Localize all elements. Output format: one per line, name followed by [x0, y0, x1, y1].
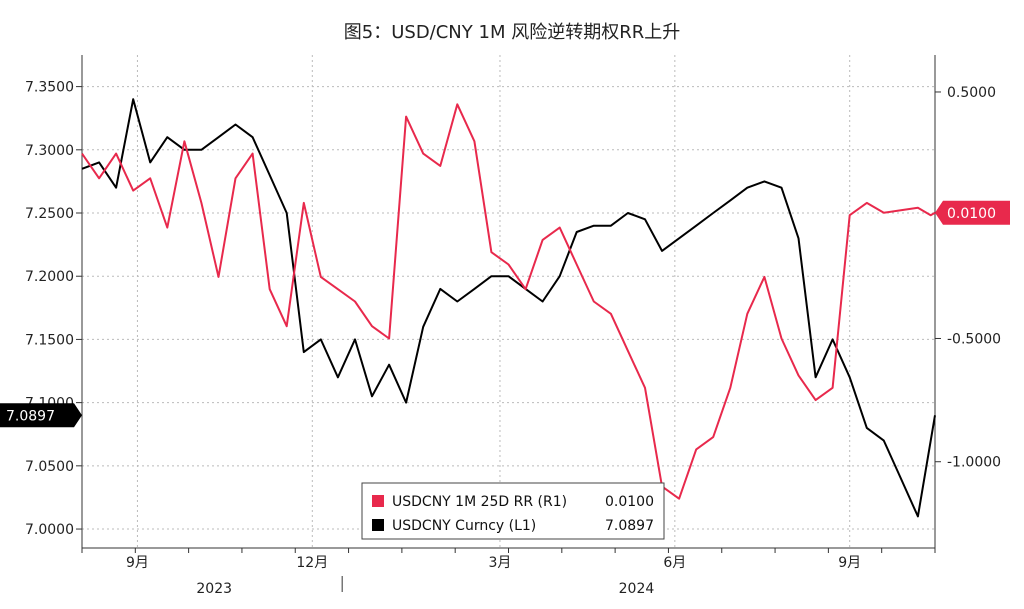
left-tick-label: 7.1500 [25, 332, 74, 348]
legend-label: USDCNY 1M 25D RR (R1) [392, 494, 567, 510]
chart-title: 图5：USD/CNY 1M 风险逆转期权RR上升 [343, 22, 681, 43]
legend-swatch [372, 495, 384, 507]
left-tick-label: 7.3500 [25, 80, 74, 96]
legend-label: USDCNY Curncy (L1) [392, 518, 536, 534]
right-last-value-text: 0.0100 [947, 206, 996, 222]
x-tick-label: 3月 [489, 555, 512, 571]
left-tick-label: 7.2500 [25, 206, 74, 222]
legend-swatch [372, 519, 384, 531]
legend-value: 0.0100 [605, 494, 654, 510]
left-tick-label: 7.0500 [25, 459, 74, 475]
left-tick-label: 7.3000 [25, 143, 74, 159]
series-line-rr [81, 103, 936, 500]
legend-value: 7.0897 [605, 518, 654, 534]
x-tick-label: 9月 [126, 555, 149, 571]
x-tick-label: 12月 [296, 555, 328, 571]
right-tick-label: 0.5000 [947, 85, 996, 101]
right-last-value-tag [935, 200, 1010, 225]
x-tick-label: 9月 [838, 555, 861, 571]
series-line-usdcny-spot [81, 98, 936, 518]
x-tick-label: 6月 [663, 555, 686, 571]
left-last-value-text: 7.0897 [6, 408, 55, 424]
left-tick-label: 7.2000 [25, 269, 74, 285]
left-last-value-tag [0, 403, 82, 428]
right-tick-label: -1.0000 [947, 455, 1001, 471]
year-label: 2024 [619, 581, 655, 597]
year-label: 2023 [196, 581, 232, 597]
legend-box [361, 482, 665, 540]
left-tick-label: 7.0000 [25, 522, 74, 538]
right-tick-label: -0.5000 [947, 331, 1001, 347]
